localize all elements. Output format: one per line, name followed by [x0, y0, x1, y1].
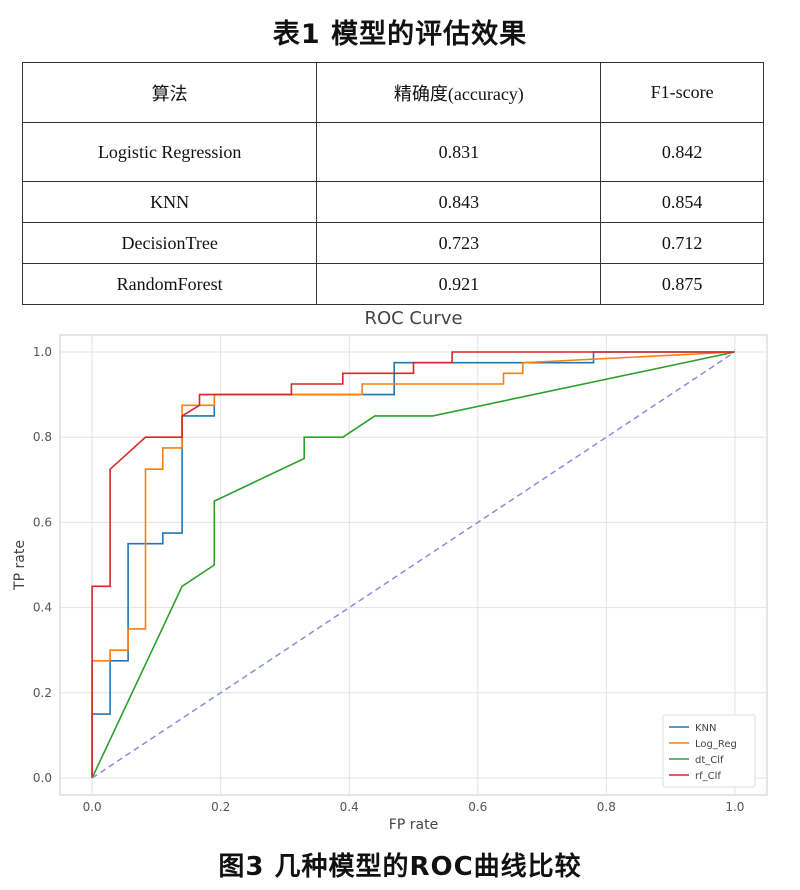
x-tick-label: 0.8 [597, 800, 616, 814]
cell-accuracy: 0.723 [316, 222, 602, 264]
x-axis-label: FP rate [389, 817, 438, 833]
table-row: DecisionTree 0.723 0.712 [21, 222, 764, 264]
cell-algorithm: RandomForest [21, 263, 318, 305]
chart-title: ROC Curve [364, 308, 462, 329]
series-line-dt-clf [91, 351, 736, 779]
legend-box [662, 714, 756, 788]
cell-f1: 0.854 [600, 181, 764, 223]
table-caption: 表1 模型的评估效果 [272, 19, 528, 50]
header-accuracy: 精确度(accuracy) [316, 62, 602, 123]
x-tick-label: 0.4 [340, 800, 359, 814]
legend-label: dt_Clf [695, 755, 724, 766]
series-line-knn [91, 351, 735, 778]
y-tick-label: 0.6 [33, 515, 52, 529]
legend-label: rf_Clf [695, 771, 721, 782]
table-row: Logistic Regression 0.831 0.842 [21, 122, 764, 182]
cell-algorithm: KNN [21, 181, 318, 223]
x-tick-label: 0.2 [211, 800, 230, 814]
figure-caption: 图3 几种模型的ROC曲线比较 [218, 852, 582, 882]
cell-f1: 0.712 [600, 222, 764, 264]
cell-accuracy: 0.921 [316, 263, 602, 305]
cell-accuracy: 0.843 [316, 181, 602, 223]
y-axis-label: TP rate [12, 540, 28, 591]
cell-accuracy: 0.831 [316, 122, 602, 182]
cell-algorithm: Logistic Regression [21, 122, 318, 182]
header-f1: F1-score [600, 62, 764, 123]
table-row: KNN 0.843 0.854 [21, 181, 764, 223]
roc-chart: 0.0 0.2 0.4 0.6 0.8 1.0 0.0 0.2 0.4 0.6 0.8 1.0 ROC … [12, 308, 768, 833]
series-line-rf-clf [91, 351, 735, 778]
cell-f1: 0.842 [600, 122, 764, 182]
diagonal-reference-line [91, 351, 736, 779]
y-tick-label: 0.8 [33, 430, 52, 444]
legend-label: KNN [695, 723, 717, 734]
y-tick-label: 1.0 [33, 345, 52, 359]
results-table: 算法 精确度(accuracy) F1-score Logistic Regre… [21, 62, 764, 305]
header-algorithm: 算法 [21, 62, 318, 123]
y-tick-label: 0.2 [33, 686, 52, 700]
series-line-log-reg [91, 351, 735, 778]
cell-f1: 0.875 [600, 263, 764, 305]
cell-algorithm: DecisionTree [21, 222, 318, 264]
legend-label: Log_Reg [695, 739, 737, 750]
table-header-row: 算法 精确度(accuracy) F1-score [21, 62, 764, 123]
x-tick-label: 0.6 [468, 800, 487, 814]
x-tick-label: 1.0 [725, 800, 744, 814]
table-row: RandomForest 0.921 0.875 [21, 263, 764, 305]
x-tick-label: 0.0 [83, 800, 102, 814]
y-tick-label: 0.0 [33, 771, 52, 785]
y-tick-label: 0.4 [33, 601, 52, 615]
